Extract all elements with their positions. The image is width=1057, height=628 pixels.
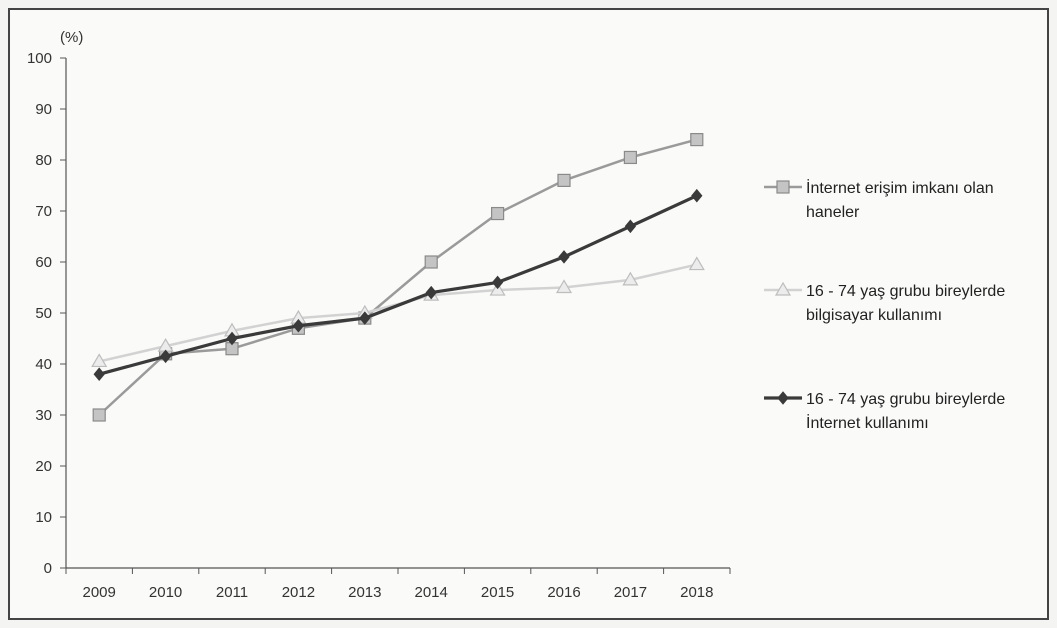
x-tick-label: 2014	[415, 584, 448, 601]
legend-1-label: haneler	[806, 204, 860, 221]
x-tick-label: 2017	[614, 584, 647, 601]
series-2-point	[688, 256, 705, 271]
series-3-point	[691, 188, 703, 203]
y-unit-label: (%)	[60, 29, 83, 46]
y-tick-label: 50	[35, 305, 52, 322]
y-tick-label: 40	[35, 356, 52, 373]
legend-3-label: İnternet kullanımı	[806, 413, 929, 432]
x-tick-label: 2013	[348, 584, 381, 601]
series-1-point	[690, 133, 704, 147]
series-3-point	[159, 349, 172, 364]
series-1-point	[491, 206, 505, 221]
legend-3-label: 16 - 74 yaş grubu bireylerde	[806, 391, 1005, 408]
series-3-point	[425, 285, 437, 300]
x-tick-label: 2016	[547, 584, 580, 601]
x-tick-label: 2009	[83, 584, 116, 601]
series-3-point	[359, 311, 371, 325]
y-tick-label: 100	[27, 50, 52, 67]
series-1-point	[623, 150, 638, 165]
y-tick-label: 80	[35, 152, 52, 169]
series-3-point	[491, 275, 504, 290]
series-1-point	[92, 408, 106, 422]
x-tick-label: 2012	[282, 584, 315, 601]
series-3-point	[93, 367, 105, 381]
legend-2-marker	[774, 281, 792, 296]
series-3-line	[98, 194, 698, 376]
y-tick-label: 20	[35, 458, 52, 475]
series-3-point	[624, 219, 637, 234]
series-3-point	[292, 318, 305, 333]
y-tick-label: 10	[35, 509, 52, 526]
y-tick-label: 60	[35, 254, 52, 271]
legend-1-label: İnternet erişim imkanı olan	[806, 178, 994, 197]
x-tick-label: 2015	[481, 584, 514, 601]
legend-2-label: bilgisayar kullanımı	[806, 307, 942, 324]
legend-1-marker	[776, 180, 790, 194]
series-2-point	[555, 279, 573, 294]
y-tick-label: 30	[35, 407, 52, 424]
y-tick-label: 0	[44, 560, 52, 577]
x-tick-label: 2010	[149, 584, 182, 601]
y-tick-label: 70	[35, 203, 52, 220]
x-tick-label: 2011	[216, 584, 248, 601]
x-tick-label: 2018	[680, 584, 713, 601]
series-1-line	[98, 138, 698, 416]
series-1-point	[424, 255, 438, 269]
series-2-line	[98, 263, 698, 363]
series-3-point	[558, 250, 570, 264]
series-1-point	[557, 173, 571, 187]
series-2-point	[91, 353, 108, 368]
legend-3-marker	[777, 391, 789, 405]
chart-frame	[8, 8, 1049, 620]
series-3-point	[226, 331, 238, 346]
legend-2-label: 16 - 74 yaş grubu bireylerde	[806, 283, 1005, 300]
series-2-point	[622, 271, 639, 286]
y-tick-label: 90	[35, 101, 52, 118]
